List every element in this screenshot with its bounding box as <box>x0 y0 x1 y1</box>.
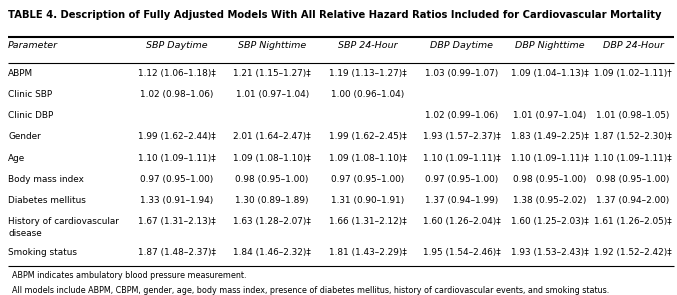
Text: 1.81 (1.43–2.29)‡: 1.81 (1.43–2.29)‡ <box>328 248 407 258</box>
Text: 1.83 (1.49–2.25)‡: 1.83 (1.49–2.25)‡ <box>510 132 589 142</box>
Text: Parameter: Parameter <box>8 41 58 50</box>
Text: 1.31 (0.90–1.91): 1.31 (0.90–1.91) <box>331 196 404 205</box>
Text: 1.37 (0.94–1.99): 1.37 (0.94–1.99) <box>424 196 498 205</box>
Text: 1.00 (0.96–1.04): 1.00 (0.96–1.04) <box>331 90 404 99</box>
Text: 1.10 (1.09–1.11)‡: 1.10 (1.09–1.11)‡ <box>138 154 215 163</box>
Text: 1.61 (1.26–2.05)‡: 1.61 (1.26–2.05)‡ <box>594 217 672 227</box>
Text: 1.09 (1.04–1.13)‡: 1.09 (1.04–1.13)‡ <box>511 69 588 78</box>
Text: 1.92 (1.52–2.42)‡: 1.92 (1.52–2.42)‡ <box>594 248 672 258</box>
Text: All models include ABPM, CBPM, gender, age, body mass index, presence of diabete: All models include ABPM, CBPM, gender, a… <box>12 286 609 295</box>
Text: 1.10 (1.09–1.11)‡: 1.10 (1.09–1.11)‡ <box>594 154 672 163</box>
Text: 1.67 (1.31–2.13)‡: 1.67 (1.31–2.13)‡ <box>138 217 215 227</box>
Text: 0.98 (0.95–1.00): 0.98 (0.95–1.00) <box>596 175 670 184</box>
Text: 1.09 (1.08–1.10)‡: 1.09 (1.08–1.10)‡ <box>233 154 311 163</box>
Text: ABPM: ABPM <box>8 69 33 78</box>
Text: History of cardiovascular
disease: History of cardiovascular disease <box>8 217 119 237</box>
Text: 1.99 (1.62–2.44)‡: 1.99 (1.62–2.44)‡ <box>138 132 215 142</box>
Text: DBP Nighttime: DBP Nighttime <box>515 41 584 50</box>
Text: 0.97 (0.95–1.00): 0.97 (0.95–1.00) <box>424 175 498 184</box>
Text: 0.97 (0.95–1.00): 0.97 (0.95–1.00) <box>331 175 404 184</box>
Text: 0.98 (0.95–1.00): 0.98 (0.95–1.00) <box>236 175 309 184</box>
Text: 1.02 (0.98–1.06): 1.02 (0.98–1.06) <box>140 90 213 99</box>
Text: 1.02 (0.99–1.06): 1.02 (0.99–1.06) <box>424 111 498 120</box>
Text: 2.01 (1.64–2.47)‡: 2.01 (1.64–2.47)‡ <box>234 132 311 142</box>
Text: Smoking status: Smoking status <box>8 248 77 258</box>
Text: Gender: Gender <box>8 132 41 142</box>
Text: 1.66 (1.31–2.12)‡: 1.66 (1.31–2.12)‡ <box>329 217 406 227</box>
Text: Diabetes mellitus: Diabetes mellitus <box>8 196 86 205</box>
Text: 1.63 (1.28–2.07)‡: 1.63 (1.28–2.07)‡ <box>233 217 311 227</box>
Text: DBP Daytime: DBP Daytime <box>430 41 493 50</box>
Text: SBP 24-Hour: SBP 24-Hour <box>338 41 397 50</box>
Text: Age: Age <box>8 154 25 163</box>
Text: 1.10 (1.09–1.11)‡: 1.10 (1.09–1.11)‡ <box>511 154 588 163</box>
Text: 1.19 (1.13–1.27)‡: 1.19 (1.13–1.27)‡ <box>329 69 406 78</box>
Text: 1.09 (1.02–1.11)†: 1.09 (1.02–1.11)† <box>594 69 672 78</box>
Text: Clinic SBP: Clinic SBP <box>8 90 52 99</box>
Text: 1.03 (0.99–1.07): 1.03 (0.99–1.07) <box>424 69 498 78</box>
Text: 1.95 (1.54–2.46)‡: 1.95 (1.54–2.46)‡ <box>422 248 500 258</box>
Text: 1.93 (1.57–2.37)‡: 1.93 (1.57–2.37)‡ <box>422 132 500 142</box>
Text: SBP Nighttime: SBP Nighttime <box>238 41 306 50</box>
Text: Body mass index: Body mass index <box>8 175 84 184</box>
Text: Description of Fully Adjusted Models With All Relative Hazard Ratios Included fo: Description of Fully Adjusted Models Wit… <box>50 10 661 20</box>
Text: 1.84 (1.46–2.32)‡: 1.84 (1.46–2.32)‡ <box>233 248 311 258</box>
Text: 1.09 (1.08–1.10)‡: 1.09 (1.08–1.10)‡ <box>328 154 407 163</box>
Text: 1.01 (0.98–1.05): 1.01 (0.98–1.05) <box>596 111 670 120</box>
Text: 1.21 (1.15–1.27)‡: 1.21 (1.15–1.27)‡ <box>234 69 311 78</box>
Text: ABPM indicates ambulatory blood pressure measurement.: ABPM indicates ambulatory blood pressure… <box>12 271 246 281</box>
Text: 1.30 (0.89–1.89): 1.30 (0.89–1.89) <box>236 196 309 205</box>
Text: 1.33 (0.91–1.94): 1.33 (0.91–1.94) <box>140 196 213 205</box>
Text: 1.60 (1.26–2.04)‡: 1.60 (1.26–2.04)‡ <box>422 217 500 227</box>
Text: 1.01 (0.97–1.04): 1.01 (0.97–1.04) <box>513 111 586 120</box>
Text: 1.12 (1.06–1.18)‡: 1.12 (1.06–1.18)‡ <box>137 69 216 78</box>
Text: 1.87 (1.52–2.30)‡: 1.87 (1.52–2.30)‡ <box>594 132 672 142</box>
Text: 0.98 (0.95–1.00): 0.98 (0.95–1.00) <box>513 175 586 184</box>
Text: TABLE 4.: TABLE 4. <box>8 10 58 20</box>
Text: DBP 24-Hour: DBP 24-Hour <box>603 41 663 50</box>
Text: 1.37 (0.94–2.00): 1.37 (0.94–2.00) <box>596 196 670 205</box>
Text: 1.60 (1.25–2.03)‡: 1.60 (1.25–2.03)‡ <box>511 217 588 227</box>
Text: 1.01 (0.97–1.04): 1.01 (0.97–1.04) <box>236 90 309 99</box>
Text: Clinic DBP: Clinic DBP <box>8 111 53 120</box>
Text: 1.10 (1.09–1.11)‡: 1.10 (1.09–1.11)‡ <box>422 154 500 163</box>
Text: 1.38 (0.95–2.02): 1.38 (0.95–2.02) <box>513 196 586 205</box>
Text: 1.93 (1.53–2.43)‡: 1.93 (1.53–2.43)‡ <box>511 248 588 258</box>
Text: 1.87 (1.48–2.37)‡: 1.87 (1.48–2.37)‡ <box>137 248 216 258</box>
Text: SBP Daytime: SBP Daytime <box>146 41 208 50</box>
Text: 1.99 (1.62–2.45)‡: 1.99 (1.62–2.45)‡ <box>329 132 406 142</box>
Text: 0.97 (0.95–1.00): 0.97 (0.95–1.00) <box>140 175 213 184</box>
